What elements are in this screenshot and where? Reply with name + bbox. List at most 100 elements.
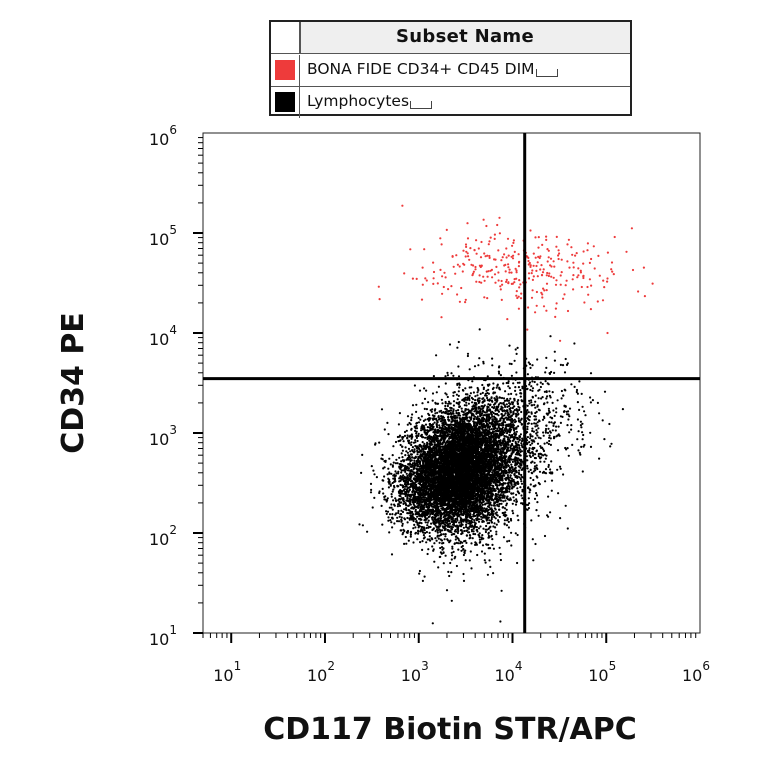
data-point <box>392 488 395 491</box>
data-point <box>444 535 447 538</box>
data-point <box>454 538 457 541</box>
data-point <box>452 394 455 397</box>
data-point <box>394 440 398 444</box>
data-point <box>415 436 418 439</box>
data-point <box>441 445 444 448</box>
legend-item: BONA FIDE CD34+ CD45 DIM <box>271 55 630 86</box>
data-point <box>424 423 428 426</box>
data-point <box>428 414 431 417</box>
data-point <box>386 473 389 476</box>
data-point <box>441 525 444 528</box>
data-point <box>472 530 475 533</box>
data-point <box>447 429 450 432</box>
data-point <box>387 486 390 489</box>
data-point <box>475 513 479 517</box>
data-point <box>483 507 486 510</box>
data-point <box>503 496 506 499</box>
data-point <box>527 497 530 500</box>
data-point <box>499 374 502 377</box>
data-point <box>516 487 519 490</box>
data-point <box>410 416 413 419</box>
data-point <box>381 453 384 457</box>
data-point <box>416 453 419 456</box>
data-point <box>404 446 407 449</box>
data-point <box>494 439 497 442</box>
data-point <box>482 500 485 503</box>
legend: Subset Name BONA FIDE CD34+ CD45 DIM Lym… <box>269 20 632 118</box>
data-point <box>395 458 398 461</box>
data-point <box>492 430 496 433</box>
data-point <box>484 561 487 564</box>
data-point <box>411 446 414 449</box>
data-point <box>474 543 477 547</box>
data-point <box>478 532 481 535</box>
data-point <box>504 499 507 502</box>
data-point <box>430 522 433 525</box>
data-point <box>494 517 497 520</box>
data-point <box>420 415 423 418</box>
data-point <box>419 418 422 421</box>
legend-swatch-column <box>271 22 300 53</box>
data-point <box>497 414 500 417</box>
data-point <box>488 519 491 522</box>
data-point <box>460 407 463 410</box>
data-point <box>406 437 409 440</box>
data-point <box>519 486 522 489</box>
data-point <box>395 472 398 475</box>
data-point <box>386 421 389 424</box>
data-point <box>417 532 420 535</box>
data-point <box>503 522 506 525</box>
legend-swatch-lymphocytes <box>275 92 295 112</box>
data-point <box>516 533 519 537</box>
data-point <box>397 423 400 426</box>
data-point <box>457 409 460 412</box>
data-point <box>426 418 429 421</box>
data-point <box>425 541 428 544</box>
data-point <box>510 544 513 547</box>
data-point <box>475 528 479 532</box>
data-point <box>464 396 467 399</box>
data-point <box>437 385 440 388</box>
data-point <box>406 434 409 437</box>
data-point <box>400 509 403 512</box>
data-point <box>454 425 457 428</box>
data-point <box>387 516 390 519</box>
data-point <box>413 448 416 451</box>
data-point <box>480 550 484 553</box>
data-point <box>385 512 388 516</box>
data-point <box>503 435 506 438</box>
data-point <box>396 520 399 523</box>
legend-divider <box>271 86 630 87</box>
data-point <box>500 447 503 450</box>
data-points <box>358 204 654 625</box>
data-point <box>438 541 441 544</box>
data-point <box>467 402 470 405</box>
data-point <box>533 461 536 464</box>
data-point <box>492 504 495 507</box>
data-point <box>510 487 513 490</box>
data-point <box>447 570 450 574</box>
data-point <box>498 502 501 505</box>
data-point <box>463 420 466 423</box>
data-point <box>452 404 455 407</box>
data-point <box>476 391 479 394</box>
tab-icon <box>535 69 558 77</box>
data-point <box>474 395 477 398</box>
data-point <box>416 421 419 424</box>
data-point <box>403 430 407 434</box>
data-point <box>547 407 551 410</box>
data-point <box>508 539 511 543</box>
legend-header: Subset Name <box>396 26 534 47</box>
data-point <box>506 460 509 463</box>
data-point <box>416 439 419 443</box>
data-point <box>486 396 489 400</box>
data-point <box>510 477 513 480</box>
data-point <box>436 421 439 424</box>
data-point <box>501 496 504 499</box>
data-point <box>521 497 524 500</box>
data-point <box>400 460 403 463</box>
data-point <box>500 396 504 400</box>
data-point <box>398 456 401 459</box>
data-point <box>492 547 495 550</box>
data-point <box>480 518 483 521</box>
